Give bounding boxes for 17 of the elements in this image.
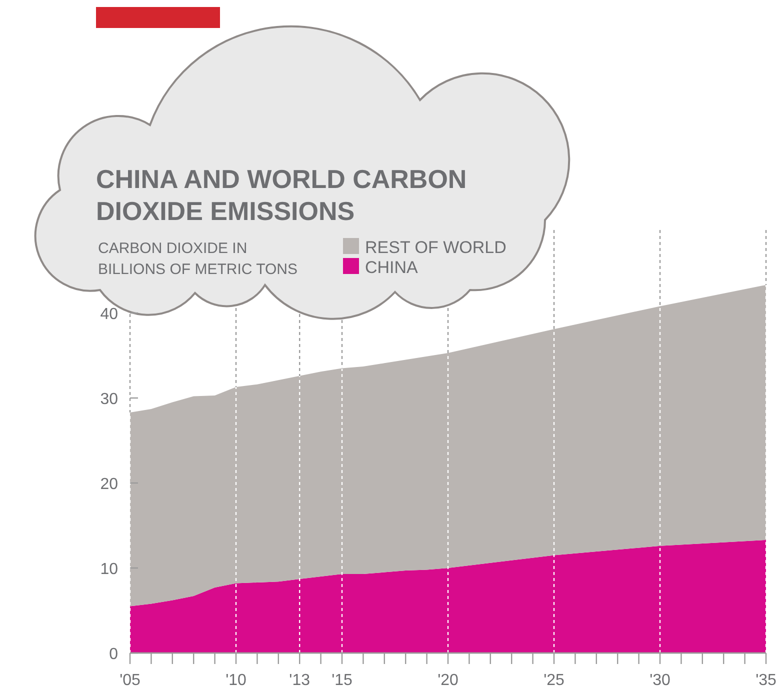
y-tick-label: 10 xyxy=(100,561,118,578)
x-tick-label: '35 xyxy=(756,672,777,689)
y-tick-label: 30 xyxy=(100,391,118,408)
x-tick-label: '30 xyxy=(650,672,671,689)
x-tick-label: '05 xyxy=(120,672,141,689)
x-tick-label: '13 xyxy=(289,672,310,689)
x-tick-label: '10 xyxy=(226,672,247,689)
x-tick-label: '20 xyxy=(438,672,459,689)
legend-label: REST OF WORLD xyxy=(365,238,506,257)
x-tick-label: '25 xyxy=(544,672,565,689)
x-tick-label: '15 xyxy=(332,672,353,689)
y-tick-label: 20 xyxy=(100,476,118,493)
y-tick-label: 40 xyxy=(100,306,118,323)
y-tick-label: 0 xyxy=(109,646,118,663)
legend-label: CHINA xyxy=(365,258,419,277)
chart-title: CHINA AND WORLD CARBON DIOXIDE EMISSIONS xyxy=(96,164,467,226)
y-axis-title: CARBON DIOXIDE IN BILLIONS OF METRIC TONS xyxy=(98,240,298,278)
